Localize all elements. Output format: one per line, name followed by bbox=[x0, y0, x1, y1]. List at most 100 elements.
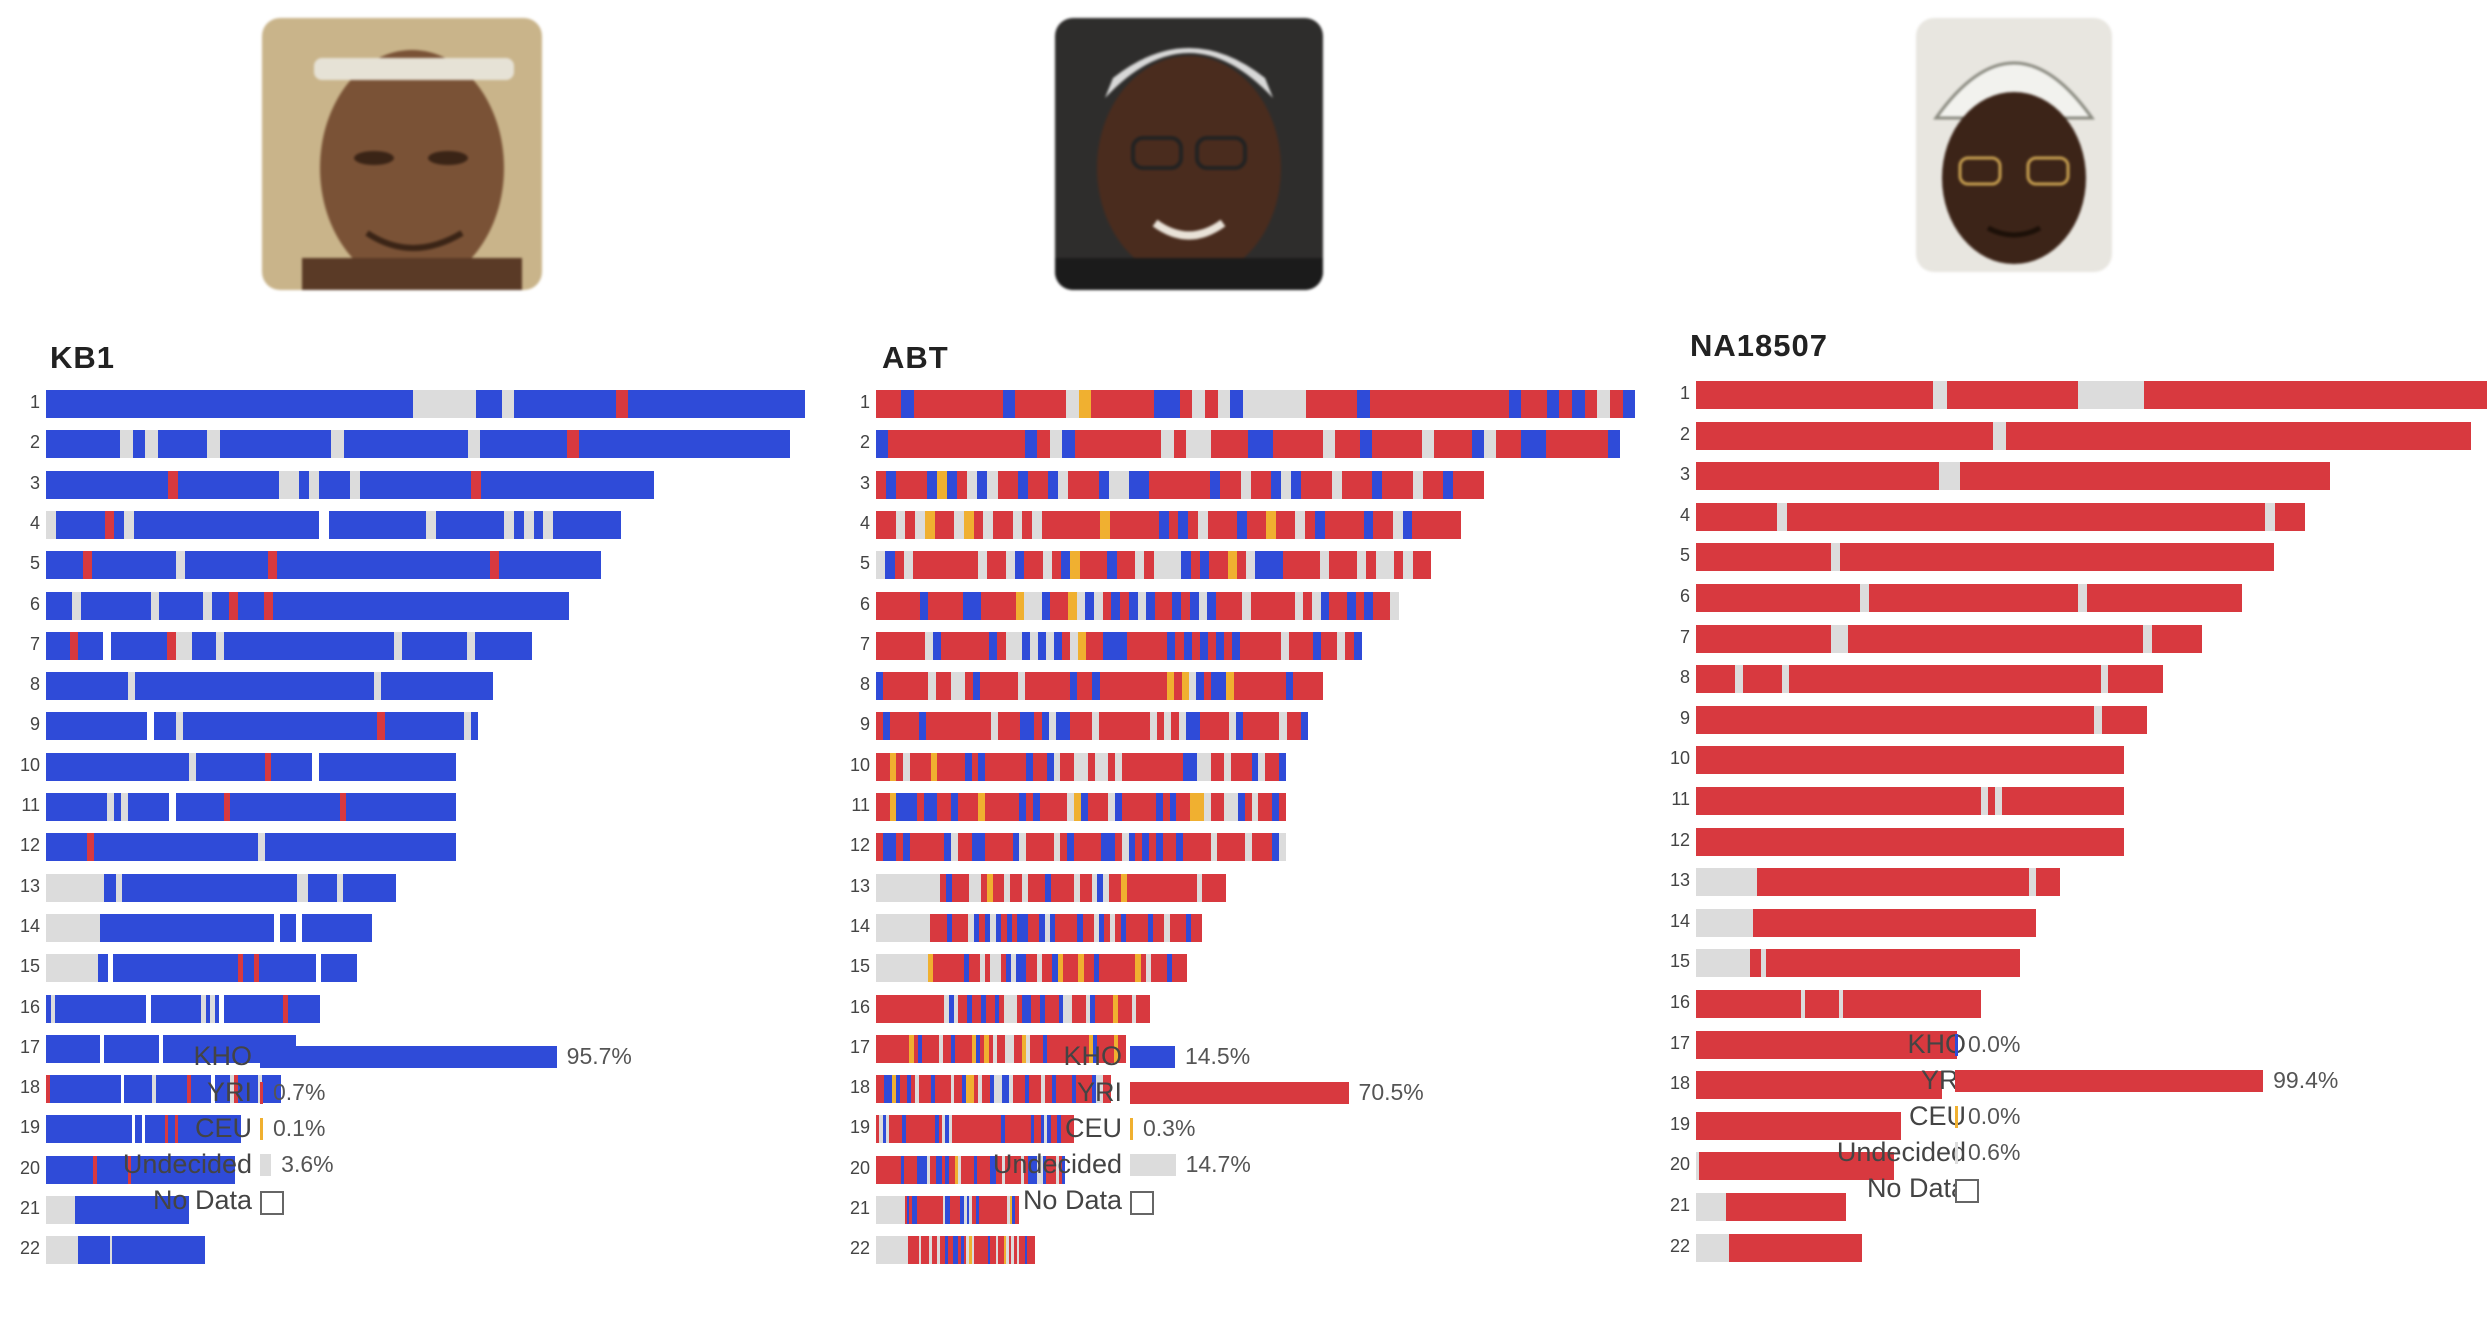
ancestry-segment bbox=[958, 793, 965, 821]
ancestry-segment bbox=[117, 471, 127, 499]
ancestry-segment bbox=[2087, 584, 2096, 612]
ancestry-segment bbox=[1949, 625, 1957, 653]
ancestry-segment bbox=[1081, 753, 1088, 781]
ancestry-segment bbox=[1997, 706, 2005, 734]
ancestry-segment bbox=[446, 511, 456, 539]
ancestry-segment bbox=[134, 511, 144, 539]
ancestry-segment bbox=[53, 712, 60, 740]
ancestry-segment bbox=[936, 672, 943, 700]
ancestry-segment bbox=[281, 632, 289, 660]
ancestry-segment bbox=[1182, 672, 1189, 700]
chromosome-bar bbox=[1696, 665, 2163, 693]
ancestry-segment bbox=[278, 753, 285, 781]
ancestry-segment bbox=[346, 833, 353, 861]
legend-bar bbox=[1955, 1106, 1958, 1128]
ancestry-segment bbox=[2017, 828, 2024, 856]
ancestry-segment bbox=[1188, 511, 1198, 539]
ancestry-segment bbox=[1167, 672, 1174, 700]
ancestry-segment bbox=[883, 833, 890, 861]
chromosome-label: 4 bbox=[840, 513, 870, 534]
ancestry-segment bbox=[1929, 422, 1942, 450]
ancestry-segment bbox=[1782, 787, 1789, 815]
ancestry-segment bbox=[418, 632, 426, 660]
ancestry-segment bbox=[394, 632, 402, 660]
ancestry-segment bbox=[957, 632, 965, 660]
ancestry-segment bbox=[1312, 592, 1321, 620]
ancestry-segment bbox=[385, 712, 392, 740]
legend-value: 3.6% bbox=[281, 1151, 333, 1178]
ancestry-segment bbox=[1960, 787, 1967, 815]
ancestry-segment bbox=[143, 632, 151, 660]
ancestry-segment bbox=[1951, 584, 1960, 612]
ancestry-segment bbox=[1443, 471, 1453, 499]
ancestry-segment bbox=[1734, 706, 1742, 734]
ancestry-segment bbox=[1258, 793, 1265, 821]
ancestry-segment bbox=[1347, 592, 1356, 620]
ancestry-segment bbox=[1292, 551, 1301, 579]
ancestry-segment bbox=[1841, 381, 1854, 409]
ancestry-segment bbox=[1127, 632, 1135, 660]
ancestry-segment bbox=[1883, 665, 1891, 693]
ancestry-segment bbox=[920, 592, 929, 620]
ancestry-segment bbox=[107, 753, 114, 781]
ancestry-segment bbox=[1033, 1236, 1036, 1264]
ancestry-segment bbox=[2054, 665, 2062, 693]
ancestry-segment bbox=[96, 430, 108, 458]
ancestry-segment bbox=[998, 592, 1007, 620]
ancestry-segment bbox=[1789, 787, 1796, 815]
ancestry-segment bbox=[1240, 632, 1248, 660]
ancestry-segment bbox=[1796, 828, 1803, 856]
ancestry-segment bbox=[2194, 503, 2204, 531]
ancestry-segment bbox=[1907, 381, 1920, 409]
ancestry-segment bbox=[381, 672, 388, 700]
ancestry-segment bbox=[1929, 706, 1937, 734]
ancestry-segment bbox=[1403, 511, 1413, 539]
ancestry-segment bbox=[1924, 625, 1932, 653]
ancestry-segment bbox=[885, 592, 894, 620]
ancestry-segment bbox=[1823, 462, 1834, 490]
ancestry-segment bbox=[457, 712, 464, 740]
ancestry-segment bbox=[319, 833, 326, 861]
ancestry-segment bbox=[224, 833, 231, 861]
ancestry-segment bbox=[2448, 381, 2461, 409]
ancestry-segment bbox=[2256, 462, 2267, 490]
ancestry-segment bbox=[1596, 430, 1608, 458]
ancestry-segment bbox=[198, 390, 211, 418]
ancestry-segment bbox=[350, 390, 363, 418]
ancestry-segment bbox=[327, 712, 334, 740]
ancestry-segment bbox=[917, 471, 927, 499]
ancestry-segment bbox=[1107, 712, 1114, 740]
ancestry-segment bbox=[1865, 462, 1876, 490]
chromosome-bar bbox=[1696, 706, 2147, 734]
chromosome-label: 10 bbox=[10, 755, 40, 776]
ancestry-segment bbox=[61, 672, 68, 700]
ancestry-segment bbox=[1789, 625, 1797, 653]
ancestry-segment bbox=[1727, 665, 1735, 693]
panel-na18507: NA18507 1 2 3 4 5 6 7 8 9 10 11 12 13 14 15 16 17 18 19 20 2… bbox=[1660, 328, 2489, 1278]
ancestry-segment bbox=[1974, 746, 1981, 774]
ancestry-segment bbox=[1033, 833, 1040, 861]
ancestry-segment bbox=[1265, 712, 1272, 740]
ancestry-segment bbox=[1334, 511, 1344, 539]
ancestry-segment bbox=[226, 712, 233, 740]
ancestry-segment bbox=[387, 511, 397, 539]
ancestry-segment bbox=[360, 793, 367, 821]
ancestry-segment bbox=[394, 833, 401, 861]
ancestry-segment bbox=[2288, 462, 2299, 490]
ancestry-segment bbox=[1196, 672, 1203, 700]
ancestry-segment bbox=[145, 430, 157, 458]
ancestry-segment bbox=[224, 793, 231, 821]
ancestry-segment bbox=[92, 551, 101, 579]
ancestry-segment bbox=[2445, 422, 2458, 450]
ancestry-segment bbox=[1887, 584, 1896, 612]
ancestry-segment bbox=[716, 430, 728, 458]
ancestry-segment bbox=[434, 672, 441, 700]
ancestry-segment bbox=[63, 592, 72, 620]
ancestry-segment bbox=[1115, 793, 1122, 821]
ancestry-segment bbox=[60, 712, 67, 740]
ancestry-segment bbox=[2160, 625, 2168, 653]
ancestry-segment bbox=[1789, 746, 1796, 774]
ancestry-segment bbox=[1279, 712, 1286, 740]
ancestry-segment bbox=[1088, 833, 1095, 861]
ancestry-segment bbox=[893, 592, 902, 620]
